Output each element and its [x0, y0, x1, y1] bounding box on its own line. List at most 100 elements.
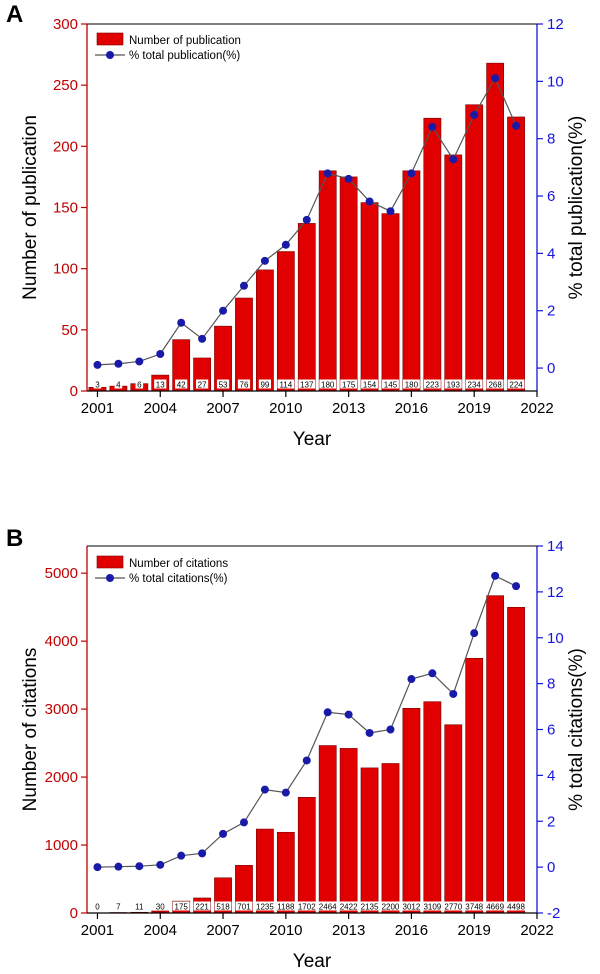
x-tick-label: 2004: [144, 400, 177, 417]
point-2012: [323, 169, 332, 178]
point-2011: [302, 215, 311, 224]
data-label: 27: [198, 381, 207, 390]
data-label: 13: [156, 381, 165, 390]
y-tick-label: 2000: [45, 769, 78, 786]
panel-a-y2-axis-title: % total publication(%): [566, 116, 587, 300]
data-label: 234: [468, 381, 482, 390]
x-tick-label: 2013: [332, 400, 365, 417]
data-label: 180: [405, 381, 419, 390]
bar-2021: [507, 607, 525, 914]
point-2005: [177, 851, 186, 860]
data-label-bg: [403, 379, 420, 389]
bar-2021: [507, 116, 525, 392]
data-label-bg: [258, 379, 272, 389]
data-label: 145: [384, 381, 398, 390]
panel-a-bars: [88, 62, 525, 392]
bar-2008: [235, 297, 253, 392]
point-2007: [219, 306, 228, 315]
x-tick-label: 2022: [520, 922, 553, 939]
y-tick-label: 200: [53, 138, 78, 155]
data-label: 1702: [298, 903, 316, 912]
panel-a-data-labels: 3 4 6 13 42 27 53 76 99 114 137 180 175 154 145 180 223 1…: [93, 379, 525, 390]
y-tick-label: 5000: [45, 565, 78, 582]
y2-tick-label: 8: [547, 131, 555, 148]
y-tick-label: 4000: [45, 633, 78, 650]
point-2006: [198, 334, 207, 343]
data-label: 4498: [507, 903, 525, 912]
point-2017: [428, 122, 437, 131]
y-tick-label: 0: [70, 905, 78, 922]
bar-2020: [486, 62, 505, 392]
data-label-bg: [135, 379, 144, 389]
y-tick-label: 100: [53, 261, 78, 278]
data-label-bg: [133, 901, 146, 911]
data-label: 7: [116, 903, 121, 912]
data-label-bg: [319, 379, 337, 389]
data-label-bg: [237, 379, 251, 389]
data-label: 4669: [486, 903, 504, 912]
point-2017: [428, 669, 437, 678]
point-2015: [386, 725, 395, 734]
bar-2019: [465, 657, 484, 914]
point-2018: [449, 155, 458, 164]
data-label-bg: [361, 379, 378, 389]
data-label-bg: [423, 379, 441, 389]
data-label-bg: [340, 379, 358, 389]
data-label-bg: [444, 379, 462, 389]
y-tick-label: 250: [53, 77, 78, 94]
y-tick-label: 0: [70, 383, 78, 400]
y2-tick-label: 8: [547, 676, 555, 693]
data-label: 4: [116, 381, 121, 390]
data-label: 175: [342, 381, 356, 390]
legend-line-marker: [106, 51, 114, 59]
data-label: 1188: [277, 903, 295, 912]
bar-2012: [318, 170, 337, 392]
x-tick-label: 2007: [206, 922, 239, 939]
bar-2019: [465, 104, 484, 392]
panel-a-legend: Number of publication % total publicatio…: [95, 32, 241, 62]
bar-2009: [256, 828, 274, 914]
data-label: 223: [426, 381, 440, 390]
point-2020: [491, 571, 500, 580]
data-label-bg: [379, 901, 402, 911]
data-label: 2770: [444, 903, 462, 912]
data-label-bg: [114, 379, 123, 389]
data-label: 6: [137, 381, 142, 390]
panel-b-data-labels: 0 7 11 30 175 221 518 701 1235 1188 1702 2464 2422 21…: [93, 901, 527, 912]
data-label-bg: [235, 901, 253, 911]
data-label: 2422: [340, 903, 358, 912]
data-label: 76: [240, 381, 249, 390]
bar-2018: [444, 154, 463, 392]
x-tick-label: 2019: [458, 922, 491, 939]
y2-tick-label: 10: [547, 73, 564, 90]
data-label: 99: [260, 381, 269, 390]
bar-2015: [381, 213, 400, 392]
panel-a-ticks: 0 50 100 150 200 250 300 0 2 4 6 8 10 12 2001 2004 2007 2…: [53, 16, 564, 417]
data-label-bg: [214, 901, 232, 911]
bar-2010: [276, 831, 295, 914]
point-2002: [114, 862, 123, 871]
point-2007: [219, 829, 228, 838]
bar-2017: [423, 701, 442, 914]
data-label-bg: [216, 379, 230, 389]
legend-bar-label: Number of publication: [129, 35, 241, 47]
y-tick-label: 150: [53, 200, 78, 217]
y2-tick-label: 2: [547, 813, 555, 830]
data-label: 518: [216, 903, 230, 912]
data-label-bg: [93, 379, 102, 389]
data-label-bg: [358, 901, 381, 911]
panel-a-line: [93, 74, 521, 369]
data-label-bg: [484, 901, 506, 911]
bar-2011: [297, 223, 316, 392]
data-label-bg: [486, 379, 504, 389]
point-2010: [281, 240, 290, 249]
point-2009: [260, 256, 269, 265]
bar-2009: [256, 269, 274, 392]
data-label-bg: [507, 379, 525, 389]
point-2003: [135, 357, 144, 366]
panel-b-legend: Number of citations % total citations(%): [95, 555, 228, 585]
y2-tick-label: 10: [547, 630, 564, 647]
y2-tick-label: 6: [547, 722, 555, 739]
legend-bar-label: Number of citations: [129, 558, 228, 570]
